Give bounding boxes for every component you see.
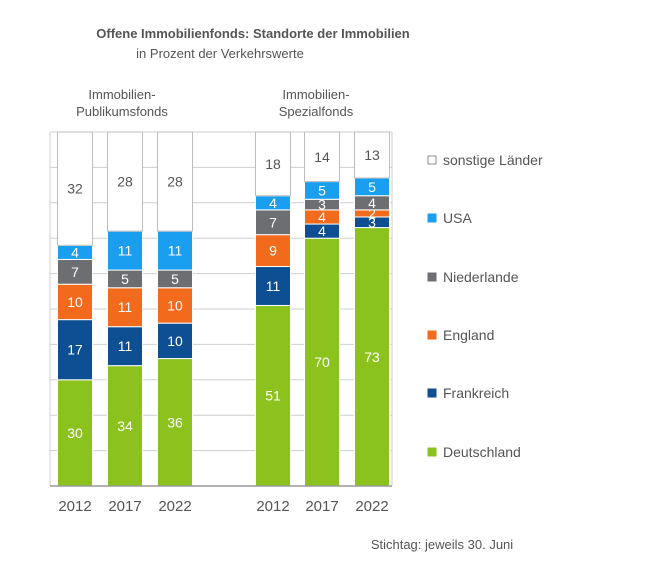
bar-value-label: 10 (67, 294, 83, 310)
bar-segment (57, 319, 93, 381)
bar-segment (107, 131, 143, 232)
bar-segment (255, 131, 291, 197)
bar-top-outline (157, 131, 193, 232)
bar-value-label: 70 (314, 354, 330, 370)
bar-value-label: 3 (368, 214, 376, 230)
legend-swatch (427, 388, 437, 398)
bar-value-label: 17 (67, 342, 83, 358)
bar-value-label: 11 (266, 278, 281, 294)
bar-segment (157, 322, 193, 360)
bar-value-label: 28 (117, 174, 133, 190)
legend-label: sonstige Länder (443, 152, 543, 168)
bar-value-label: 11 (118, 243, 133, 259)
legend-label: Frankreich (443, 385, 509, 401)
group-label-publikumsfonds-line2: Publikumsfonds (76, 104, 168, 119)
x-tick-label: 2022 (158, 498, 191, 515)
bar-value-label: 36 (167, 414, 183, 430)
x-tick-label: 2017 (108, 498, 141, 515)
bar-segment (157, 358, 193, 487)
bar-top-outline (57, 131, 93, 246)
bar-value-label: 51 (265, 388, 281, 404)
bar-segment (304, 131, 340, 183)
bar-value-label: 10 (167, 333, 183, 349)
bar-segment (255, 209, 291, 236)
group-label-publikumsfonds-line1: Immobilien- (88, 87, 155, 102)
chart-title: Offene Immobilienfonds: Standorte der Im… (96, 26, 410, 41)
bar-top-outline (107, 131, 143, 232)
legend-swatch (427, 213, 437, 223)
bar-value-label: 4 (269, 195, 277, 211)
bar-value-label: 30 (67, 425, 83, 441)
bar-segment (107, 230, 143, 271)
bar-value-label: 11 (118, 338, 133, 354)
bar-value-label: 5 (171, 271, 179, 287)
bar-value-label: 4 (318, 223, 326, 239)
bar-value-label: 13 (364, 147, 380, 163)
legend-swatch (427, 155, 437, 165)
legend-swatch (427, 447, 437, 457)
bar-value-label: 4 (71, 244, 79, 260)
bar-segment (57, 283, 93, 321)
bar-value-label: 4 (318, 209, 326, 225)
x-tick-label: 2017 (305, 498, 338, 515)
bar-value-label: 3 (318, 197, 326, 213)
bar-value-label: 5 (368, 179, 376, 195)
bar-value-label: 2 (368, 205, 376, 221)
bar-value-label: 73 (364, 349, 380, 365)
bar-value-label: 32 (67, 181, 83, 197)
x-tick-label: 2012 (58, 498, 91, 515)
footnote: Stichtag: jeweils 30. Juni (371, 537, 513, 552)
bar-segment (255, 234, 291, 268)
bar-value-label: 18 (265, 156, 281, 172)
legend-label: Niederlande (443, 269, 519, 285)
legend-swatch (427, 272, 437, 282)
bar-segment (304, 237, 340, 487)
bar-top-outline (354, 131, 390, 179)
bar-top-outline (255, 131, 291, 197)
bar-segment (107, 326, 143, 367)
bar-segment (157, 287, 193, 324)
bar-top-outline (304, 131, 340, 183)
chart-subtitle: in Prozent der Verkehrswerte (136, 46, 304, 61)
legend-label: USA (443, 210, 472, 226)
legend-label: Deutschland (443, 444, 521, 460)
bar-value-label: 7 (71, 264, 79, 280)
bar-segment (107, 287, 143, 328)
bar-segment (107, 365, 143, 487)
bar-value-label: 10 (167, 297, 183, 313)
bar-value-label: 7 (269, 214, 277, 230)
bar-segment (57, 379, 93, 487)
bar-value-label: 9 (269, 243, 277, 259)
bar-value-label: 5 (318, 182, 326, 198)
bar-value-label: 11 (118, 299, 133, 315)
bar-value-label: 34 (117, 418, 133, 434)
bar-value-label: 5 (121, 271, 129, 287)
bar-segment (57, 258, 93, 285)
legend-label: England (443, 327, 494, 343)
group-label-spezialfonds-line2: Spezialfonds (279, 104, 354, 119)
bar-segment (157, 230, 193, 271)
x-tick-label: 2012 (256, 498, 289, 515)
bar-value-label: 4 (368, 195, 376, 211)
group-label-spezialfonds-line1: Immobilien- (282, 87, 349, 102)
bar-value-label: 14 (314, 149, 330, 165)
x-tick-label: 2022 (355, 498, 388, 515)
bar-segment (255, 266, 291, 306)
bar-value-label: 28 (167, 174, 183, 190)
bar-value-label: 11 (168, 243, 183, 259)
legend-swatch (427, 330, 437, 340)
